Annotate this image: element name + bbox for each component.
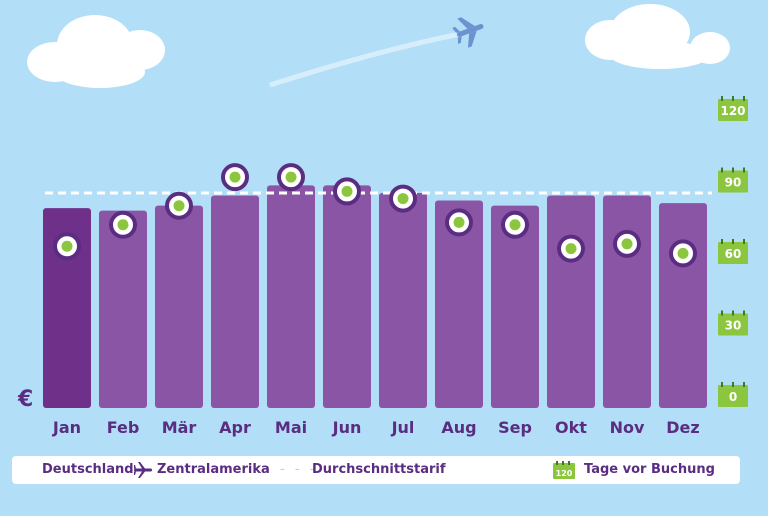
cloud-right-icon <box>585 4 730 69</box>
right-tick-label: 90 <box>725 176 742 190</box>
calendar-tick-icon <box>718 170 748 193</box>
bar-Apr <box>211 195 259 408</box>
calendar-icon-value: 120 <box>556 469 573 478</box>
marker-dot <box>61 240 73 252</box>
x-tick-label: Okt <box>555 418 587 437</box>
bar-Okt <box>547 195 595 408</box>
x-tick-label: Nov <box>610 418 645 437</box>
bar-Jul <box>379 192 427 408</box>
right-tick-label: 30 <box>725 319 742 333</box>
bar-Jun <box>323 185 371 408</box>
right-tick-label: 120 <box>720 104 745 118</box>
bar-Aug <box>435 200 483 408</box>
marker-dot <box>677 247 689 259</box>
x-tick-label: Dez <box>666 418 699 437</box>
bar-Nov <box>603 195 651 408</box>
x-tick-label: Jan <box>52 418 81 437</box>
markers-group <box>53 163 697 268</box>
calendar-tick-icon <box>718 99 748 121</box>
right-axis: 120 90 60 30 0 <box>718 96 748 407</box>
x-tick-label: Apr <box>219 418 251 437</box>
x-tick-label: Jul <box>391 418 415 437</box>
legend-destination: Zentralamerika <box>157 462 270 477</box>
legend-days: Tage vor Buchung <box>584 462 715 477</box>
right-axis-tick: 30 <box>718 310 748 336</box>
marker-dot <box>453 216 465 228</box>
calendar-icon: 120 <box>553 461 575 479</box>
x-tick-label: Jun <box>332 418 362 437</box>
marker-dot <box>285 171 297 183</box>
marker-dot <box>173 200 185 212</box>
x-tick-label: Mär <box>162 418 197 437</box>
cloud-left-icon <box>27 15 165 88</box>
bar-Dez <box>659 203 707 408</box>
right-axis-tick: 90 <box>718 167 748 193</box>
currency-symbol: € <box>17 387 33 412</box>
route-plane-icon <box>134 462 152 478</box>
bar-Jan <box>43 208 91 408</box>
calendar-tick-icon <box>718 313 748 336</box>
marker-dot <box>565 243 577 255</box>
x-tick-label: Sep <box>498 418 532 437</box>
right-axis-tick: 0 <box>718 382 748 407</box>
right-axis-tick: 60 <box>718 239 748 264</box>
bars-group <box>43 185 707 408</box>
marker-dot <box>229 171 241 183</box>
x-tick-label: Aug <box>441 418 476 437</box>
bar-Mai <box>267 185 315 408</box>
contrail <box>269 31 461 88</box>
legend-average: Durchschnittstarif <box>312 462 446 477</box>
calendar-tick-icon <box>718 242 748 264</box>
bar-Sep <box>491 205 539 408</box>
x-tick-label: Feb <box>107 418 140 437</box>
airplane-icon <box>452 17 484 48</box>
bar-Feb <box>99 210 147 408</box>
right-tick-label: 60 <box>725 247 742 261</box>
right-axis-tick: 120 <box>718 96 748 121</box>
marker-dot <box>397 193 409 205</box>
legend-dash-icon: - - - <box>280 462 318 477</box>
x-tick-label: Mai <box>275 418 307 437</box>
legend: Deutschland Zentralamerika - - - Durchsc… <box>12 456 740 484</box>
x-axis-labels: Jan Feb Mär Apr Mai Jun Jul Aug Sep Okt Nov Dez <box>52 418 700 437</box>
marker-dot <box>509 219 521 231</box>
legend-origin: Deutschland <box>42 462 134 477</box>
marker-dot <box>117 219 129 231</box>
marker-dot <box>341 185 353 197</box>
bar-Mär <box>155 205 203 408</box>
marker-dot <box>621 238 633 250</box>
right-tick-label: 0 <box>729 390 737 404</box>
calendar-tick-icon <box>718 385 748 407</box>
